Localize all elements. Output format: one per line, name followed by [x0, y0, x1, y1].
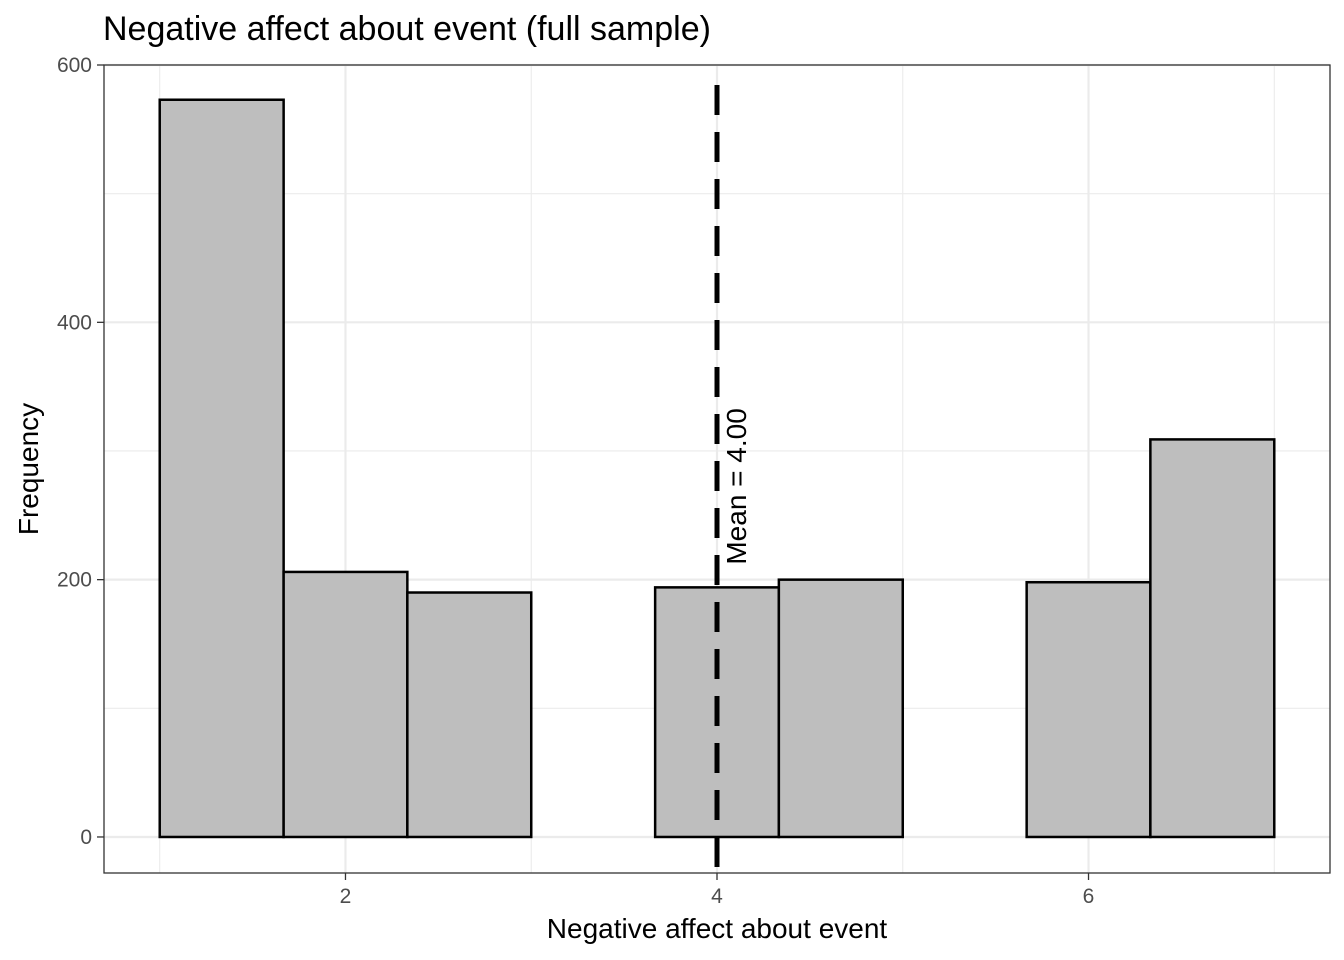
x-tick-label: 4 [711, 885, 723, 908]
mean-label: Mean = 4.00 [721, 408, 752, 564]
x-tick-label: 2 [340, 885, 352, 908]
mean-marker: Mean = 4.00 [714, 85, 752, 873]
x-axis-title: Negative affect about event [547, 913, 888, 944]
y-tick-label: 400 [57, 311, 92, 334]
histogram-bar [777, 578, 905, 839]
x-tick-label: 6 [1083, 885, 1095, 908]
histogram-bar [1149, 438, 1276, 839]
histogram-bar [158, 98, 285, 839]
y-axis-title: Frequency [13, 403, 44, 535]
histogram-bar [1025, 580, 1152, 839]
chart-title: Negative affect about event (full sample… [103, 10, 711, 48]
axis-ticks: 2 4 6 0 200 400 600 [57, 54, 1094, 908]
y-tick-label: 0 [80, 826, 92, 849]
y-tick-label: 200 [57, 569, 92, 592]
histogram-bar [282, 570, 409, 839]
histogram-bar [406, 591, 533, 839]
y-tick-label: 600 [57, 54, 92, 77]
